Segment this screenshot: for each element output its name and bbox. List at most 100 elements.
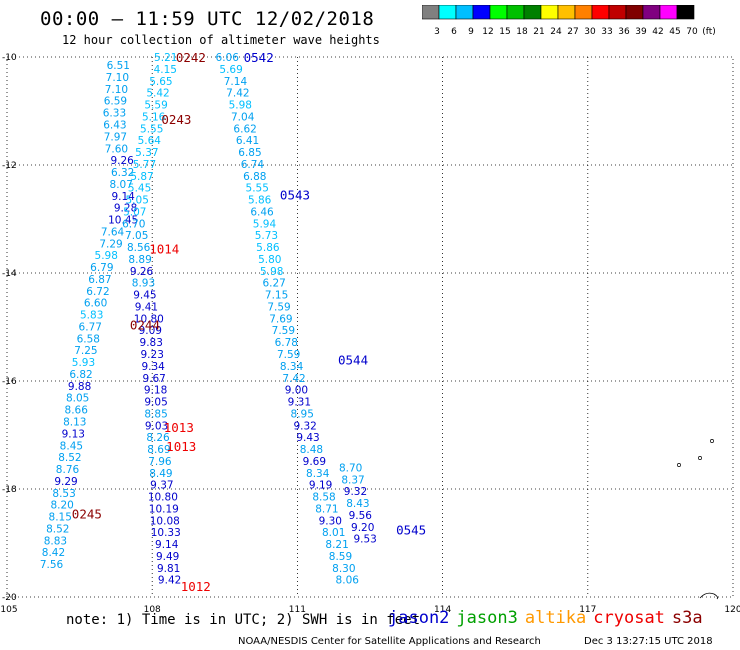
wave-height-label: 8.93 (132, 278, 155, 290)
wave-height-label: 8.15 (49, 512, 72, 524)
wave-height-label: 8.43 (346, 498, 369, 510)
wave-height-label: 5.83 (80, 310, 103, 322)
wave-height-label: 7.14 (224, 76, 248, 88)
wave-height-label: 5.16 (142, 111, 166, 123)
island-outline (698, 456, 702, 460)
wave-height-label: 9.88 (68, 381, 91, 393)
x-tick-label: 108 (144, 605, 161, 615)
colorbar-label: 18 (516, 27, 528, 37)
wave-height-label: 5.59 (144, 100, 167, 112)
island-outline (677, 463, 681, 467)
wave-height-label: 8.49 (149, 468, 172, 480)
pass-time-label: 0544 (338, 352, 368, 367)
wave-height-label: 5.80 (258, 254, 281, 266)
x-tick-label: 111 (289, 605, 306, 615)
wave-height-label: 6.72 (86, 286, 109, 298)
pass-time-label: 0244 (130, 317, 160, 332)
chart-title: 00:00 – 11:59 UTC 12/02/2018 (40, 8, 375, 30)
wave-height-label: 6.62 (233, 123, 256, 135)
wave-height-label: 8.42 (42, 547, 65, 559)
wave-height-label: 9.43 (296, 432, 319, 444)
y-tick-label: -18 (2, 485, 17, 495)
wave-height-label: 9.05 (144, 397, 167, 409)
wave-height-label: 6.77 (79, 321, 102, 333)
wave-height-label: 5.42 (146, 88, 169, 100)
wave-height-label: 9.14 (155, 539, 179, 551)
wave-height-label: 5.86 (256, 242, 280, 254)
wave-height-label: 8.85 (144, 408, 167, 420)
pass-time-label: 1014 (149, 242, 179, 257)
wave-height-label: 5.55 (246, 183, 269, 195)
wave-height-label: 8.52 (58, 452, 81, 464)
pass-time-label: 0245 (72, 506, 102, 521)
wave-height-label: 5.98 (229, 100, 252, 112)
wave-height-label: 9.69 (303, 456, 326, 468)
wave-height-label: 7.05 (125, 230, 148, 242)
pass-time-label: 0543 (280, 188, 310, 203)
wave-height-label: 9.31 (288, 397, 311, 409)
wave-height-label: 9.13 (62, 428, 85, 440)
wave-height-label: 6.87 (88, 274, 111, 286)
wave-height-label: 9.34 (141, 361, 165, 373)
wave-height-label: 9.49 (156, 551, 179, 563)
plot-frame (6, 56, 734, 598)
wave-height-label: 8.89 (128, 254, 151, 266)
wave-height-label: 6.46 (250, 206, 274, 218)
colorbar-label: 33 (601, 27, 612, 37)
wave-height-label: 7.60 (105, 143, 128, 155)
wave-height-label: 6.27 (262, 278, 285, 290)
wave-height-label: 9.30 (319, 515, 342, 527)
wave-height-label: 6.88 (243, 171, 266, 183)
wave-height-label: 8.05 (66, 393, 89, 405)
wave-height-label: 7.42 (226, 88, 249, 100)
pass-time-label: 0242 (176, 50, 206, 65)
wave-height-label: 9.03 (145, 420, 168, 432)
pass-time-label: 0545 (396, 523, 426, 538)
colorbar-label: 9 (468, 27, 474, 37)
wave-height-label: 6.06 (216, 52, 240, 64)
wave-height-label: 8.34 (280, 361, 304, 373)
wave-height-label: 8.69 (147, 444, 170, 456)
wave-height-label: 8.01 (322, 527, 345, 539)
colorbar-label: 45 (669, 27, 680, 37)
wave-height-label: 5.64 (138, 135, 162, 147)
wave-height-label: 6.82 (69, 369, 92, 381)
wave-height-label: 4.15 (154, 64, 177, 76)
x-tick-label: 120 (724, 605, 740, 615)
wave-height-label: 5.07 (123, 206, 146, 218)
wave-height-label: 8.76 (56, 464, 80, 476)
wave-height-label: 8.53 (52, 488, 75, 500)
wave-height-label: 7.10 (105, 84, 128, 96)
wave-height-label: 5.65 (149, 76, 172, 88)
wave-height-label: 6.32 (111, 167, 134, 179)
wave-height-label: 10.80 (134, 313, 164, 325)
wave-height-label: 8.06 (336, 575, 360, 587)
wave-height-label: 6.79 (90, 262, 113, 274)
wave-height-label: 6.43 (103, 120, 126, 132)
wave-height-label: 5.87 (130, 171, 153, 183)
colorbar-label: 12 (482, 27, 493, 37)
wave-height-label: 9.29 (54, 476, 77, 488)
wave-height-label: 9.37 (150, 480, 173, 492)
colorbar-label: 15 (499, 27, 510, 37)
wave-height-label: 10.33 (151, 527, 181, 539)
wave-height-label: 8.13 (63, 417, 86, 429)
legend-item-s3a: s3a (671, 608, 703, 628)
coastline-outline (699, 592, 718, 600)
wave-height-label: 9.45 (133, 290, 156, 302)
wave-height-label: 10.19 (149, 503, 179, 515)
wave-height-label: 9.41 (135, 301, 158, 313)
y-tick-label: -16 (2, 377, 17, 387)
wave-height-label: 7.69 (269, 313, 292, 325)
y-tick-label: -12 (2, 161, 17, 171)
wave-height-label: 5.93 (72, 357, 95, 369)
footer-note: note: 1) Time is in UTC; 2) SWH is in fe… (66, 612, 421, 628)
pass-time-label: 0542 (244, 50, 274, 65)
wave-height-label: 9.67 (142, 373, 165, 385)
color-scale-legend: 3 6 9 12 15 18 21 24 27 30 33 36 39 42 45 70 (ft) (422, 5, 716, 37)
wave-height-label: 9.42 (158, 575, 181, 587)
wave-height-label: 9.18 (144, 385, 167, 397)
wave-height-label: 8.83 (44, 535, 67, 547)
colorbar-label: 27 (567, 27, 578, 37)
